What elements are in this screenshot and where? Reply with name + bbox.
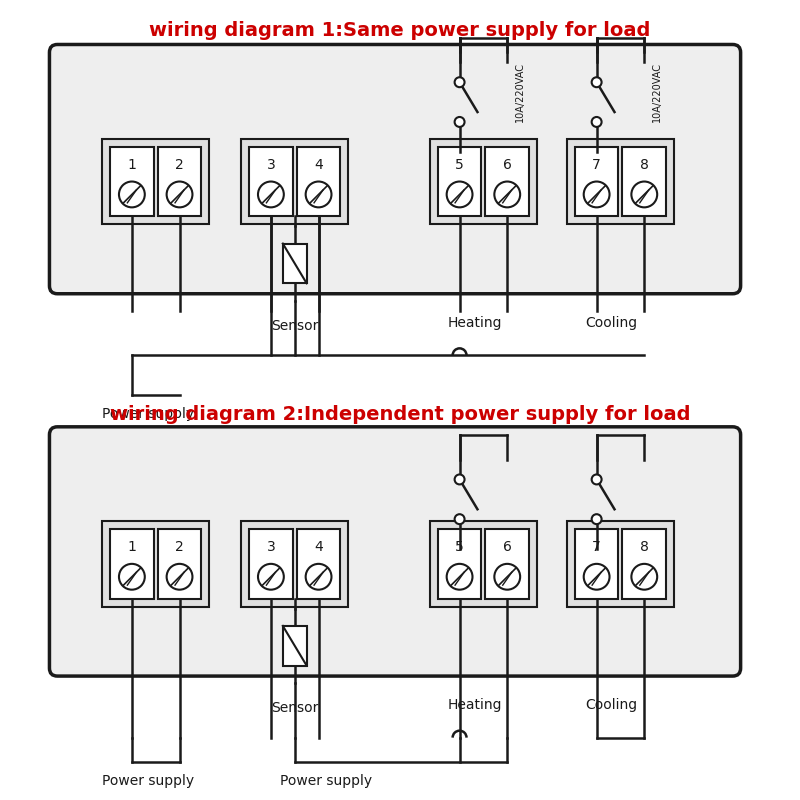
FancyBboxPatch shape (283, 243, 306, 283)
Circle shape (454, 117, 465, 127)
FancyBboxPatch shape (430, 139, 537, 224)
Text: 7: 7 (592, 540, 601, 554)
Text: 5: 5 (455, 540, 464, 554)
Text: 2: 2 (175, 540, 184, 554)
FancyBboxPatch shape (158, 146, 202, 216)
FancyBboxPatch shape (567, 139, 674, 224)
Text: Power supply: Power supply (102, 774, 194, 788)
FancyBboxPatch shape (430, 521, 537, 606)
FancyBboxPatch shape (102, 521, 210, 606)
FancyBboxPatch shape (110, 146, 154, 216)
Text: Sensor: Sensor (271, 701, 318, 715)
Text: Power supply: Power supply (280, 774, 372, 788)
Circle shape (494, 564, 520, 590)
Circle shape (631, 182, 658, 207)
Text: 3: 3 (266, 158, 275, 172)
Circle shape (592, 78, 602, 87)
FancyBboxPatch shape (102, 139, 210, 224)
FancyBboxPatch shape (50, 45, 741, 294)
Text: 1: 1 (127, 540, 136, 554)
Circle shape (584, 182, 610, 207)
FancyBboxPatch shape (486, 146, 529, 216)
Circle shape (446, 182, 473, 207)
FancyBboxPatch shape (110, 529, 154, 598)
Text: 6: 6 (503, 158, 512, 172)
FancyBboxPatch shape (50, 427, 741, 676)
Text: 8: 8 (640, 540, 649, 554)
Circle shape (119, 564, 145, 590)
Circle shape (446, 564, 473, 590)
FancyBboxPatch shape (574, 146, 618, 216)
FancyBboxPatch shape (567, 521, 674, 606)
FancyBboxPatch shape (249, 146, 293, 216)
Text: 3: 3 (266, 540, 275, 554)
Circle shape (454, 78, 465, 87)
FancyBboxPatch shape (249, 529, 293, 598)
FancyBboxPatch shape (438, 529, 482, 598)
Text: Sensor: Sensor (271, 318, 318, 333)
Circle shape (454, 474, 465, 485)
Text: Cooling: Cooling (586, 698, 638, 712)
FancyBboxPatch shape (283, 626, 306, 666)
FancyBboxPatch shape (574, 529, 618, 598)
FancyBboxPatch shape (158, 529, 202, 598)
Text: 1: 1 (127, 158, 136, 172)
Text: Cooling: Cooling (586, 315, 638, 330)
Text: 8: 8 (640, 158, 649, 172)
Circle shape (592, 117, 602, 127)
Circle shape (119, 182, 145, 207)
Circle shape (166, 564, 193, 590)
Text: Power supply: Power supply (102, 407, 194, 421)
Circle shape (454, 514, 465, 524)
Circle shape (306, 564, 331, 590)
FancyBboxPatch shape (297, 529, 341, 598)
Circle shape (258, 182, 284, 207)
Circle shape (592, 474, 602, 485)
FancyBboxPatch shape (622, 529, 666, 598)
Circle shape (166, 182, 193, 207)
Text: 10A/220VAC: 10A/220VAC (515, 62, 525, 122)
Text: Heating: Heating (447, 315, 502, 330)
Text: Heating: Heating (447, 698, 502, 712)
Circle shape (584, 564, 610, 590)
Text: wiring diagram 2:Independent power supply for load: wiring diagram 2:Independent power suppl… (110, 406, 690, 424)
Text: 5: 5 (455, 158, 464, 172)
Text: 4: 4 (314, 540, 323, 554)
FancyBboxPatch shape (297, 146, 341, 216)
Circle shape (258, 564, 284, 590)
Text: 2: 2 (175, 158, 184, 172)
Text: 7: 7 (592, 158, 601, 172)
Circle shape (592, 514, 602, 524)
Circle shape (306, 182, 331, 207)
Circle shape (631, 564, 658, 590)
Text: wiring diagram 1:Same power supply for load: wiring diagram 1:Same power supply for l… (150, 21, 650, 40)
Text: 10A/220VAC: 10A/220VAC (652, 62, 662, 122)
Text: 6: 6 (503, 540, 512, 554)
Circle shape (494, 182, 520, 207)
FancyBboxPatch shape (241, 521, 348, 606)
FancyBboxPatch shape (486, 529, 529, 598)
FancyBboxPatch shape (622, 146, 666, 216)
FancyBboxPatch shape (241, 139, 348, 224)
Text: 4: 4 (314, 158, 323, 172)
FancyBboxPatch shape (438, 146, 482, 216)
